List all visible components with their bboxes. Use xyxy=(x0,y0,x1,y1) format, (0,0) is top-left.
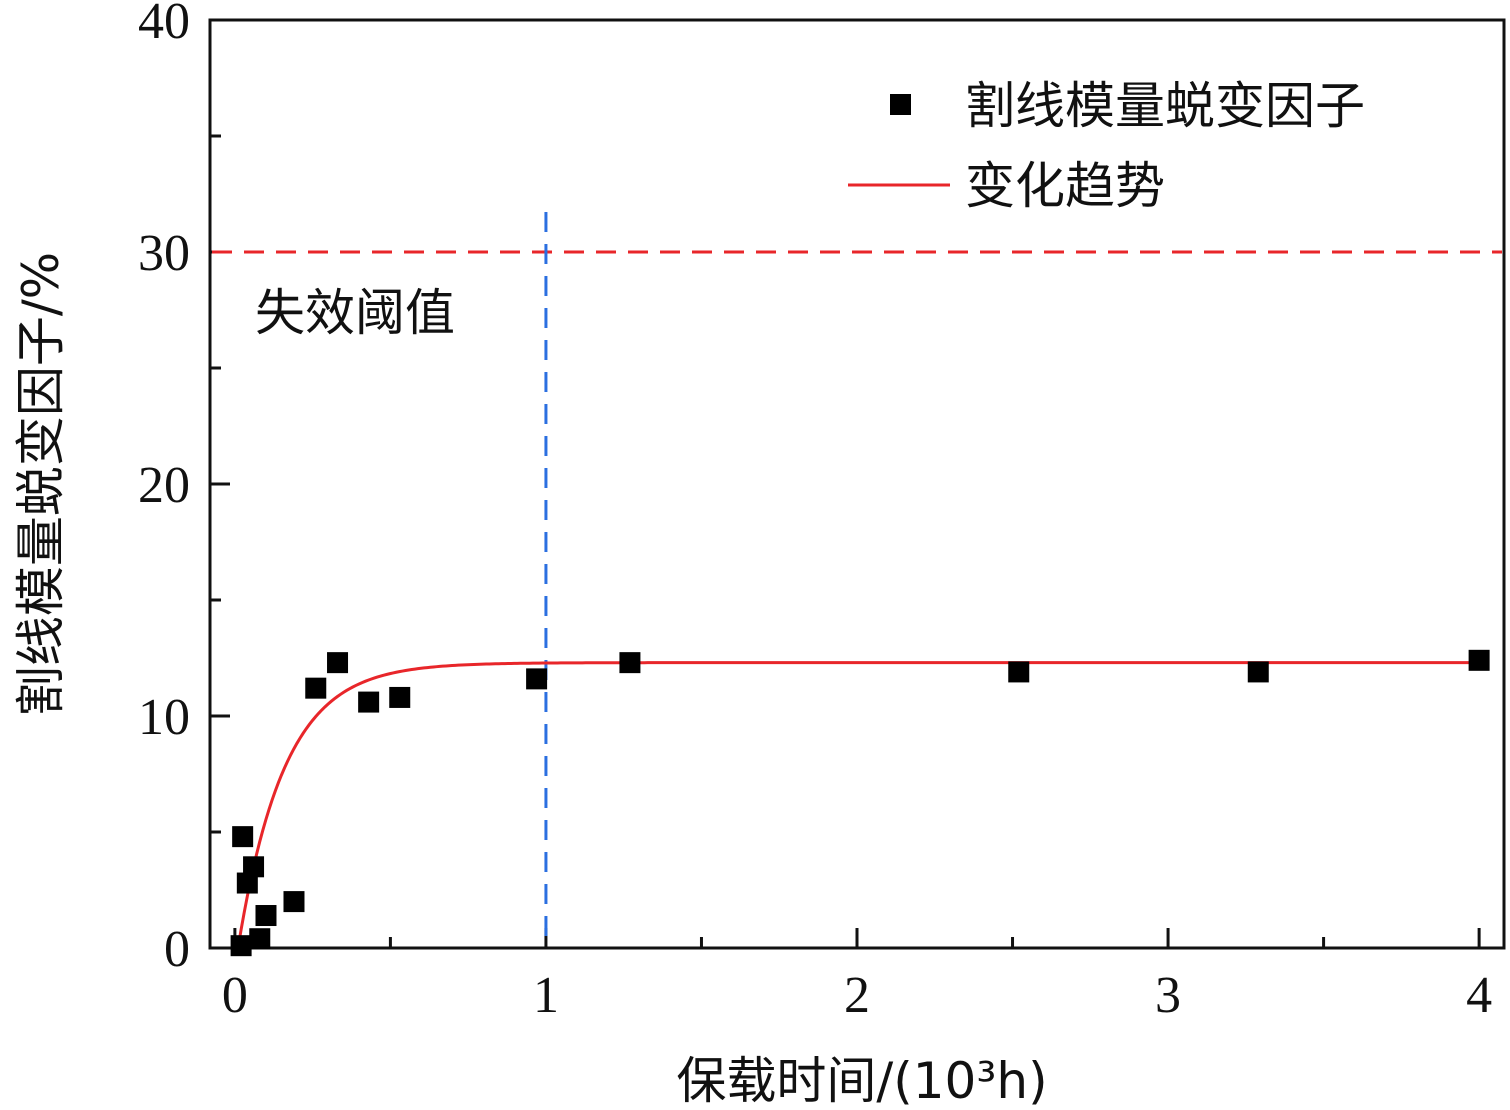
x-tick-label: 0 xyxy=(222,967,248,1024)
data-point xyxy=(283,891,305,913)
data-point xyxy=(389,686,411,708)
annotations: 失效阈值 xyxy=(255,284,455,342)
data-point xyxy=(1247,661,1269,683)
x-tick-label: 4 xyxy=(1466,967,1492,1024)
y-tick-label: 40 xyxy=(138,0,190,50)
y-tick-label: 20 xyxy=(138,457,190,514)
plot-area-border xyxy=(208,18,1506,950)
data-point xyxy=(230,935,252,957)
data-point xyxy=(327,652,349,674)
data-point xyxy=(243,856,265,878)
data-point xyxy=(526,668,548,690)
y-tick-label: 10 xyxy=(138,689,190,746)
x-tick-label: 2 xyxy=(844,967,870,1024)
data-point xyxy=(236,872,258,894)
series-layer xyxy=(230,649,1490,957)
plot-frame xyxy=(208,18,1506,950)
legend-marker-square xyxy=(890,94,911,115)
x-tick-label: 3 xyxy=(1155,967,1181,1024)
data-point xyxy=(1008,661,1030,683)
reference-lines xyxy=(212,212,1502,946)
threshold-label: 失效阈值 xyxy=(255,284,455,342)
trend-line xyxy=(236,661,1480,949)
legend-label: 变化趋势 xyxy=(965,157,1165,215)
data-point xyxy=(232,826,254,848)
data-point xyxy=(619,652,641,674)
data-point xyxy=(305,677,327,699)
x-axis-label: 保载时间/(10³h) xyxy=(676,1052,1047,1110)
data-point xyxy=(358,691,380,713)
data-point xyxy=(1468,649,1490,671)
y-axis-label: 割线模量蜕变因子/% xyxy=(12,252,70,716)
x-tick-label: 1 xyxy=(533,967,559,1024)
y-tick-label: 30 xyxy=(138,225,190,282)
data-point xyxy=(255,905,277,927)
y-tick-label: 0 xyxy=(164,921,190,978)
legend-label: 割线模量蜕变因子 xyxy=(965,77,1365,135)
data-point xyxy=(249,928,271,950)
